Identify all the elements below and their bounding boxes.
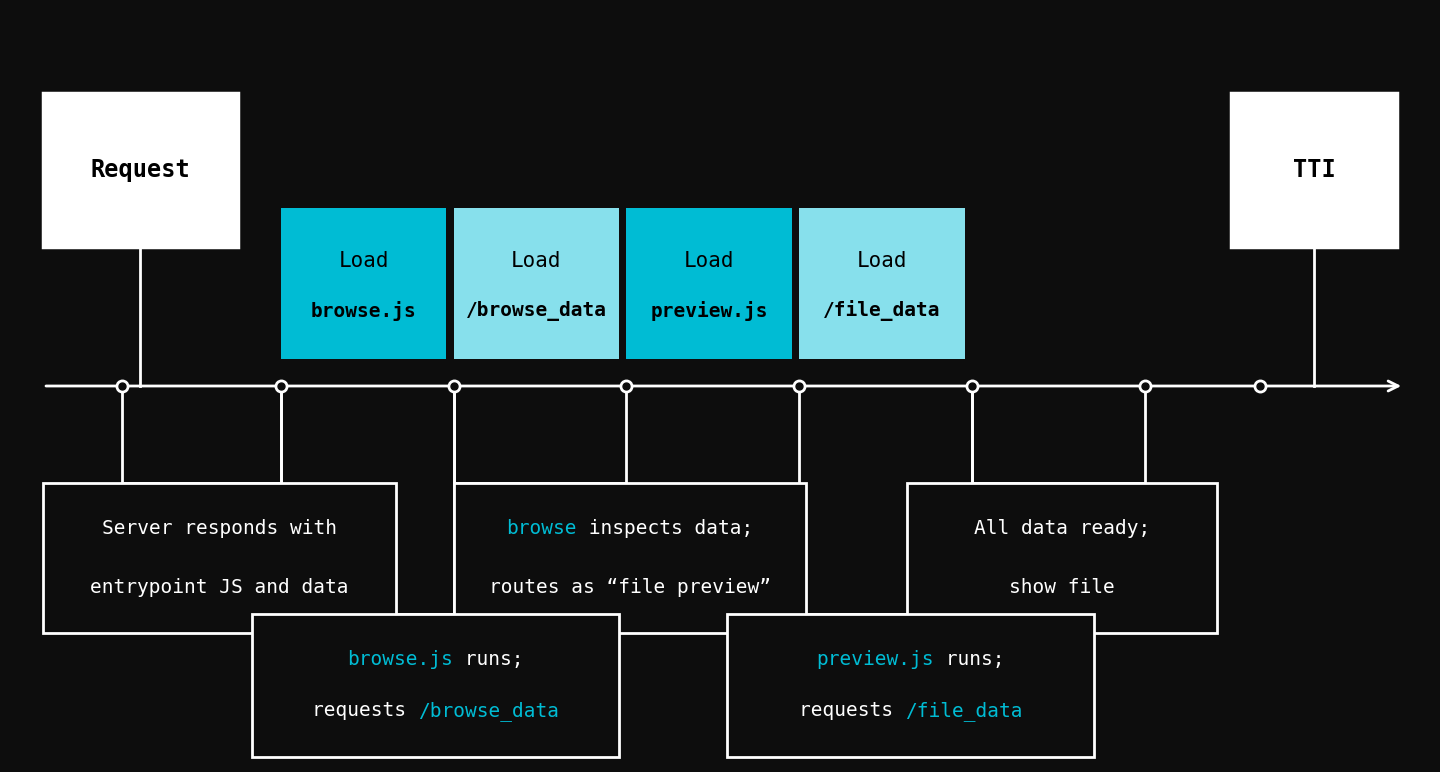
Text: Load: Load bbox=[857, 251, 907, 271]
Text: /browse_data: /browse_data bbox=[418, 701, 559, 720]
Text: requests: requests bbox=[799, 701, 904, 720]
Text: runs;: runs; bbox=[454, 650, 524, 669]
Bar bbox=[1231, 93, 1397, 247]
Text: Request: Request bbox=[91, 157, 190, 182]
Bar bbox=[281, 208, 446, 359]
Text: preview.js: preview.js bbox=[816, 650, 933, 669]
Text: routes as “file preview”: routes as “file preview” bbox=[490, 577, 770, 597]
Bar bbox=[43, 482, 396, 633]
Text: Load: Load bbox=[684, 251, 734, 271]
Text: browse.js: browse.js bbox=[347, 650, 452, 669]
Bar bbox=[799, 208, 965, 359]
Text: browse: browse bbox=[505, 519, 576, 538]
Bar bbox=[43, 93, 238, 247]
Text: show file: show file bbox=[1009, 577, 1115, 597]
Bar bbox=[626, 208, 792, 359]
Text: TTI: TTI bbox=[1293, 157, 1335, 182]
Bar bbox=[454, 208, 619, 359]
Text: preview.js: preview.js bbox=[651, 301, 768, 321]
Text: /file_data: /file_data bbox=[824, 300, 940, 321]
Bar bbox=[252, 614, 619, 757]
Text: browse.js: browse.js bbox=[311, 301, 416, 321]
Text: /file_data: /file_data bbox=[904, 701, 1022, 720]
Bar bbox=[727, 614, 1094, 757]
Bar bbox=[454, 482, 806, 633]
Text: Load: Load bbox=[338, 251, 389, 271]
Text: All data ready;: All data ready; bbox=[973, 519, 1151, 538]
Text: /browse_data: /browse_data bbox=[467, 301, 606, 321]
Bar bbox=[907, 482, 1217, 633]
Text: requests: requests bbox=[311, 701, 418, 720]
Text: Server responds with: Server responds with bbox=[102, 519, 337, 538]
Text: Load: Load bbox=[511, 251, 562, 271]
Text: entrypoint JS and data: entrypoint JS and data bbox=[91, 577, 348, 597]
Text: runs;: runs; bbox=[935, 650, 1005, 669]
Text: inspects data;: inspects data; bbox=[577, 519, 753, 538]
